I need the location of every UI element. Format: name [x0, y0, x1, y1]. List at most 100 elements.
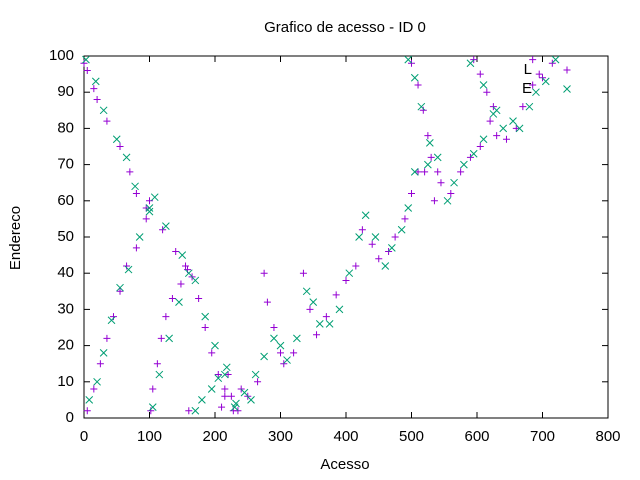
- data-point: [103, 117, 111, 125]
- data-point: [145, 204, 154, 212]
- data-point: [131, 182, 139, 191]
- data-point: [335, 305, 344, 314]
- data-point: [153, 360, 161, 368]
- chart-title: Grafico de acesso - ID 0: [264, 19, 426, 36]
- data-point: [486, 117, 494, 125]
- data-point: [157, 334, 165, 342]
- data-point: [352, 262, 360, 270]
- data-point: [91, 77, 100, 86]
- data-point: [355, 233, 363, 241]
- data-point: [529, 81, 537, 89]
- data-point: [309, 298, 318, 307]
- x-tick-label: 800: [595, 428, 620, 445]
- data-point: [345, 269, 354, 278]
- y-tick-label: 10: [57, 373, 74, 390]
- data-point: [208, 349, 216, 357]
- data-point: [201, 312, 210, 321]
- data-point: [332, 291, 340, 299]
- x-tick-label: 700: [530, 428, 555, 445]
- data-point: [313, 331, 321, 339]
- data-point: [401, 215, 409, 223]
- data-point: [421, 168, 429, 176]
- data-point: [476, 143, 484, 150]
- data-point: [83, 66, 91, 74]
- data-point: [260, 269, 268, 277]
- data-point: [232, 399, 240, 408]
- data-point: [155, 370, 164, 379]
- data-point: [148, 403, 157, 411]
- data-point: [191, 276, 200, 285]
- data-point: [371, 233, 380, 241]
- data-point: [116, 287, 124, 295]
- data-point: [342, 276, 350, 284]
- data-point: [414, 168, 422, 176]
- data-point: [358, 226, 366, 234]
- data-point: [424, 132, 432, 140]
- data-point: [145, 207, 154, 216]
- x-tick-label: 200: [202, 428, 227, 445]
- data-point: [112, 135, 121, 144]
- data-point: [410, 73, 419, 82]
- y-tick-label: 90: [57, 83, 74, 100]
- data-point: [103, 334, 111, 342]
- data-point: [263, 298, 271, 306]
- data-point: [85, 396, 94, 404]
- data-point: [270, 324, 278, 331]
- plot-frame: [83, 55, 609, 419]
- data-point: [132, 244, 140, 252]
- data-point: [541, 77, 550, 86]
- data-point: [450, 178, 458, 187]
- data-point: [375, 255, 383, 263]
- data-point: [83, 407, 91, 415]
- data-point: [515, 124, 524, 133]
- data-point: [397, 225, 406, 234]
- data-point: [447, 190, 455, 198]
- data-point: [218, 403, 226, 411]
- data-point: [404, 55, 413, 64]
- data-point: [116, 283, 124, 292]
- data-point: [476, 70, 484, 78]
- data-point: [529, 56, 537, 64]
- legend-label: L: [524, 61, 532, 78]
- data-point: [499, 124, 508, 133]
- data-point: [322, 313, 330, 321]
- data-point: [283, 356, 291, 364]
- data-point: [512, 124, 520, 132]
- data-point: [404, 204, 413, 212]
- data-point: [460, 160, 468, 169]
- data-point: [424, 160, 432, 169]
- data-point: [135, 233, 144, 241]
- data-point: [93, 377, 101, 386]
- data-point: [222, 363, 231, 372]
- data-point: [99, 348, 108, 357]
- x-axis-label: Acesso: [320, 456, 369, 473]
- data-point: [142, 215, 150, 223]
- data-point: [254, 378, 262, 386]
- data-point: [240, 388, 249, 397]
- data-point: [162, 313, 170, 321]
- data-point: [410, 167, 419, 176]
- data-point: [299, 269, 307, 277]
- data-point: [175, 298, 183, 307]
- y-tick-label: 60: [57, 192, 74, 209]
- data-point: [457, 168, 465, 176]
- data-point: [492, 106, 501, 115]
- data-point: [443, 196, 452, 205]
- data-point: [466, 59, 475, 68]
- data-point: [270, 334, 278, 343]
- data-point: [437, 179, 445, 187]
- y-tick-label: 0: [66, 409, 74, 426]
- data-point: [325, 320, 334, 328]
- data-point: [165, 334, 174, 343]
- data-point: [124, 265, 133, 274]
- data-point: [126, 168, 134, 176]
- data-point: [260, 352, 268, 361]
- data-point: [221, 385, 229, 393]
- x-tick-label: 100: [137, 428, 162, 445]
- data-point: [116, 143, 124, 150]
- x-tick-label: 0: [80, 428, 88, 445]
- data-point: [293, 334, 301, 343]
- data-point: [502, 135, 510, 143]
- x-tick-label: 600: [464, 428, 489, 445]
- legend-label: E: [522, 80, 532, 97]
